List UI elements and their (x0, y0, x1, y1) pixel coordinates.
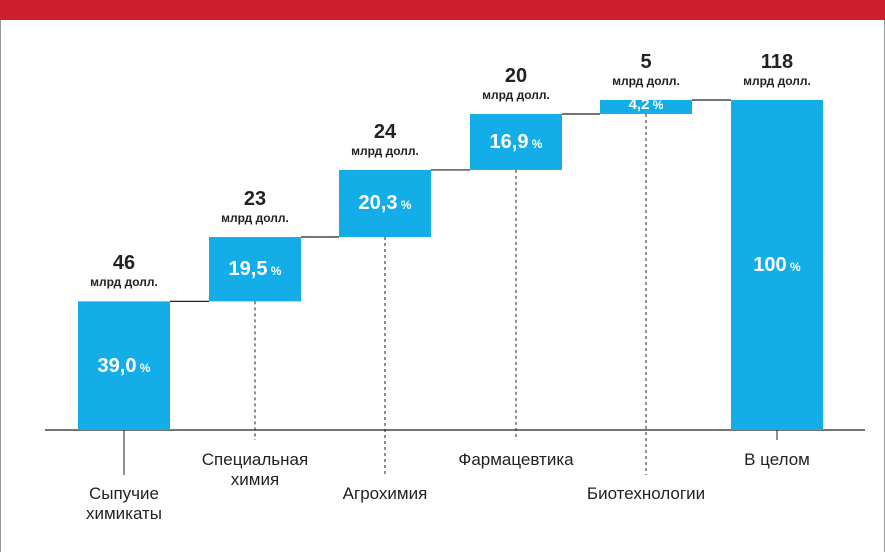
share-label: 39,0 % (98, 354, 151, 378)
bar (209, 237, 301, 302)
value-label: 24 (373, 120, 397, 143)
unit-label: млрд долл. (90, 275, 158, 290)
share-value: 19,5 (228, 258, 268, 281)
share-value: 20,3 (358, 192, 398, 215)
share-label: 16,9 % (490, 130, 543, 154)
bar (78, 301, 170, 430)
unit-label: млрд долл. (743, 74, 811, 88)
bar (731, 100, 823, 430)
value-label: 20 (504, 64, 528, 87)
share-unit: % (397, 198, 412, 213)
share-value: 16,9 (489, 130, 529, 153)
category-label: Агрохимия (342, 484, 428, 503)
bar (339, 169, 431, 238)
share-label: 20,3 % (359, 191, 412, 215)
share-unit: % (786, 260, 801, 274)
unit-label: млрд долл. (351, 143, 419, 158)
share-unit: % (267, 264, 282, 279)
value-label: 5 (640, 51, 652, 73)
header-bar (0, 0, 885, 20)
share-unit: % (649, 97, 664, 112)
bar (470, 113, 562, 170)
value-label: 46 (112, 252, 136, 275)
category-label: Специальная химия (201, 450, 309, 490)
category-label: Биотехнологии (586, 484, 706, 503)
category-label: В целом (744, 450, 810, 469)
value-label: 118 (760, 51, 794, 73)
share-label: 100 % (753, 253, 800, 277)
unit-label: млрд долл. (482, 87, 550, 102)
share-value: 39,0 (97, 354, 137, 377)
share-label: 4,2 % (629, 96, 664, 114)
category-label: Сыпучие химикаты (85, 484, 163, 524)
unit-label: млрд долл. (221, 211, 289, 226)
share-unit: % (136, 360, 151, 375)
share-label: 19,5 % (229, 257, 282, 281)
share-unit: % (528, 136, 543, 151)
category-label: Фармацевтика (458, 450, 574, 469)
share-value: 100 (753, 254, 787, 276)
unit-label: млрд долл. (612, 74, 680, 88)
bar (600, 100, 692, 114)
value-label: 23 (243, 188, 267, 211)
share-value: 4,2 (628, 95, 650, 113)
